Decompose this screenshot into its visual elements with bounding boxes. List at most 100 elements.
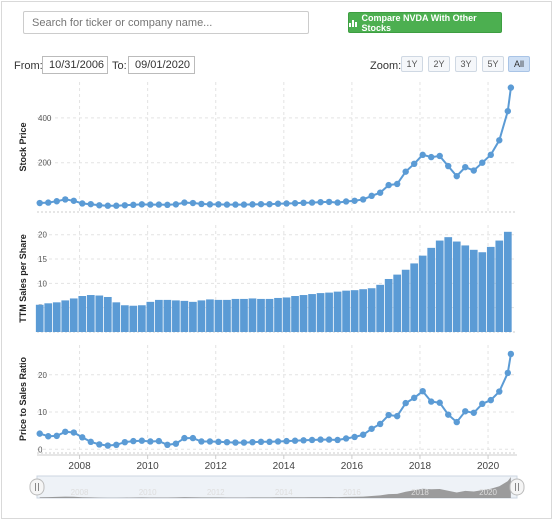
data-point[interactable] — [121, 202, 129, 209]
navigator-handle-left[interactable] — [29, 478, 45, 496]
data-point[interactable] — [334, 436, 341, 444]
data-point[interactable] — [45, 433, 52, 440]
data-point[interactable] — [138, 201, 146, 208]
data-point[interactable] — [507, 350, 515, 358]
data-point[interactable] — [283, 437, 290, 445]
data-point[interactable] — [70, 197, 77, 204]
data-point[interactable] — [487, 396, 494, 404]
data-point[interactable] — [342, 198, 350, 205]
data-point[interactable] — [79, 200, 86, 207]
data-point[interactable] — [249, 201, 256, 208]
data-point[interactable] — [368, 425, 375, 432]
data-point[interactable] — [113, 441, 120, 449]
data-point[interactable] — [453, 418, 460, 426]
data-point[interactable] — [189, 199, 197, 207]
data-point[interactable] — [410, 394, 418, 402]
navigator-handle-right[interactable] — [509, 478, 525, 496]
data-point[interactable] — [257, 200, 265, 208]
data-point[interactable] — [53, 432, 60, 440]
data-point[interactable] — [376, 420, 384, 428]
data-point[interactable] — [240, 201, 248, 208]
data-point[interactable] — [436, 399, 443, 406]
data-point[interactable] — [487, 151, 494, 159]
data-point[interactable] — [206, 201, 214, 208]
data-point[interactable] — [266, 200, 273, 208]
data-point[interactable] — [496, 388, 503, 395]
data-point[interactable] — [351, 433, 358, 441]
data-point[interactable] — [198, 438, 205, 445]
data-point[interactable] — [300, 199, 307, 207]
data-point[interactable] — [317, 436, 324, 443]
data-point[interactable] — [181, 199, 188, 206]
data-point[interactable] — [359, 431, 367, 438]
data-point[interactable] — [130, 201, 137, 209]
data-point[interactable] — [138, 437, 146, 444]
data-point[interactable] — [351, 197, 358, 204]
data-point[interactable] — [36, 430, 43, 437]
data-point[interactable] — [359, 196, 367, 203]
data-point[interactable] — [266, 438, 273, 446]
to-date-input[interactable]: 09/01/2020 — [128, 56, 195, 74]
from-date-input[interactable]: 10/31/2006 — [42, 56, 108, 74]
data-point[interactable] — [155, 201, 163, 208]
data-point[interactable] — [164, 201, 171, 209]
data-point[interactable] — [462, 163, 469, 171]
data-point[interactable] — [87, 200, 94, 208]
data-point[interactable] — [45, 199, 52, 206]
data-point[interactable] — [147, 438, 154, 445]
data-point[interactable] — [206, 438, 214, 445]
data-point[interactable] — [470, 409, 477, 416]
compare-button[interactable]: Compare NVDA With Other Stocks — [348, 12, 502, 33]
data-point[interactable] — [470, 167, 477, 174]
search-input[interactable] — [23, 11, 309, 34]
data-point[interactable] — [104, 202, 112, 209]
data-point[interactable] — [87, 438, 94, 446]
data-point[interactable] — [147, 201, 154, 208]
data-point[interactable] — [96, 441, 103, 448]
data-point[interactable] — [198, 200, 205, 208]
data-point[interactable] — [36, 199, 43, 207]
zoom-1y-button[interactable]: 1Y — [401, 56, 423, 72]
navigator[interactable]: 2008 2010 2012 2014 2016 2018 2020 — [29, 475, 525, 499]
data-point[interactable] — [368, 192, 375, 200]
data-point[interactable] — [507, 84, 515, 91]
data-point[interactable] — [419, 387, 426, 395]
zoom-2y-button[interactable]: 2Y — [428, 56, 450, 72]
data-point[interactable] — [215, 438, 222, 446]
data-point[interactable] — [334, 199, 341, 206]
data-point[interactable] — [164, 441, 171, 449]
data-point[interactable] — [428, 398, 435, 405]
data-point[interactable] — [393, 180, 401, 188]
data-point[interactable] — [240, 439, 248, 446]
data-point[interactable] — [172, 201, 180, 208]
data-point[interactable] — [445, 411, 452, 418]
data-point[interactable] — [402, 168, 409, 175]
data-point[interactable] — [249, 439, 256, 446]
data-point[interactable] — [385, 181, 392, 189]
data-point[interactable] — [300, 437, 307, 444]
data-point[interactable] — [215, 201, 222, 208]
data-point[interactable] — [70, 429, 77, 436]
data-point[interactable] — [172, 440, 180, 447]
data-point[interactable] — [62, 428, 69, 435]
zoom-3y-button[interactable]: 3Y — [455, 56, 477, 72]
data-point[interactable] — [479, 400, 486, 408]
data-point[interactable] — [462, 408, 469, 415]
data-point[interactable] — [79, 434, 86, 441]
data-point[interactable] — [104, 442, 112, 449]
data-point[interactable] — [232, 439, 239, 446]
data-point[interactable] — [223, 201, 231, 208]
data-point[interactable] — [419, 151, 426, 159]
data-point[interactable] — [325, 436, 333, 443]
data-point[interactable] — [291, 200, 299, 207]
data-point[interactable] — [393, 412, 401, 420]
data-point[interactable] — [308, 199, 316, 206]
data-point[interactable] — [308, 436, 316, 444]
data-point[interactable] — [189, 434, 197, 442]
data-point[interactable] — [232, 201, 239, 208]
data-point[interactable] — [317, 198, 324, 206]
data-point[interactable] — [496, 137, 503, 144]
data-point[interactable] — [113, 202, 120, 209]
data-point[interactable] — [130, 437, 137, 445]
data-point[interactable] — [283, 200, 290, 207]
